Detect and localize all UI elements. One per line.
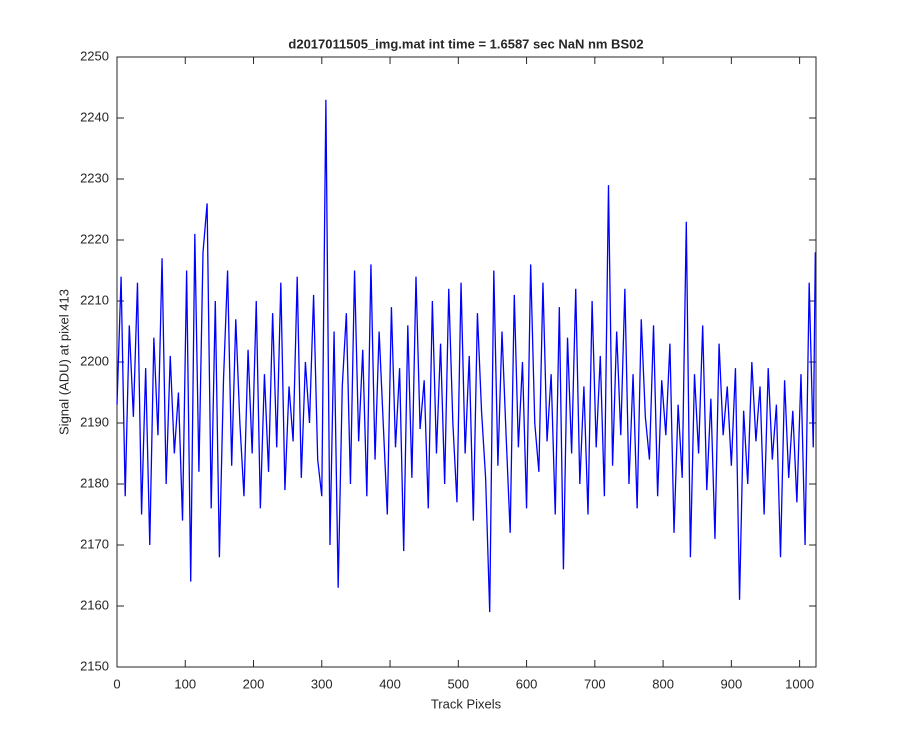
y-tick-label: 2220 <box>80 231 109 246</box>
data-line <box>116 99 816 613</box>
x-tick-label: 500 <box>447 676 469 691</box>
x-tick-label: 800 <box>652 676 674 691</box>
y-tick-label: 2170 <box>80 536 109 551</box>
x-tick-label: 0 <box>113 676 120 691</box>
y-tick-label: 2180 <box>80 475 109 490</box>
plot-area <box>116 56 817 668</box>
x-axis-label: Track Pixels <box>431 696 502 711</box>
y-tick-label: 2250 <box>80 48 109 63</box>
chart-title: d2017011505_img.mat int time = 1.6587 se… <box>288 36 643 51</box>
x-tick-label: 600 <box>516 676 538 691</box>
x-tick-label: 1000 <box>785 676 814 691</box>
y-tick-label: 2240 <box>80 109 109 124</box>
x-tick-label: 200 <box>243 676 265 691</box>
y-tick-label: 2150 <box>80 658 109 673</box>
x-tick-label: 900 <box>721 676 743 691</box>
x-tick-label: 400 <box>379 676 401 691</box>
x-tick-label: 100 <box>174 676 196 691</box>
y-tick-label: 2190 <box>80 414 109 429</box>
y-tick-label: 2230 <box>80 170 109 185</box>
x-tick-label: 300 <box>311 676 333 691</box>
x-tick-label: 700 <box>584 676 606 691</box>
y-tick-label: 2210 <box>80 292 109 307</box>
y-tick-label: 2160 <box>80 597 109 612</box>
y-tick-label: 2200 <box>80 353 109 368</box>
y-axis-label: Signal (ADU) at pixel 413 <box>56 289 71 435</box>
